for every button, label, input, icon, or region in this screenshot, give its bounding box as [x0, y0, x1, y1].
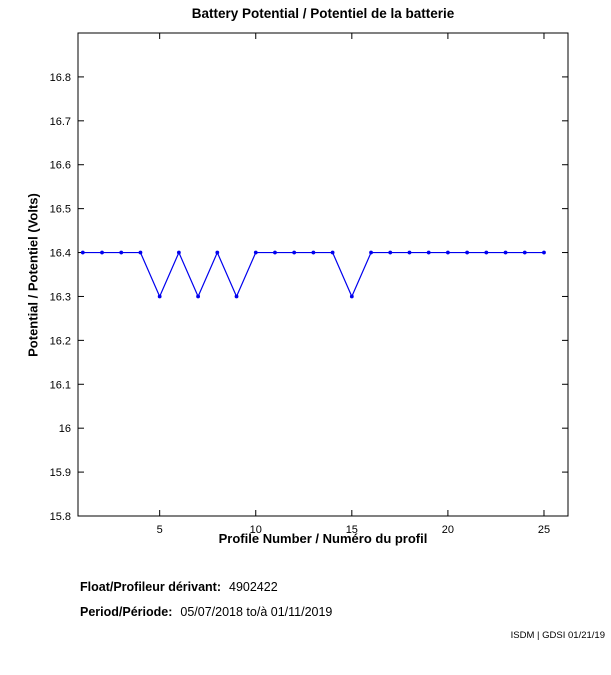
data-point [80, 250, 85, 255]
credit-stamp: ISDM | GDSI 01/21/19 [510, 630, 605, 641]
float-info-line: Float/Profileur dérivant: 4902422 [80, 580, 278, 594]
x-tick-label: 5 [157, 524, 163, 536]
period-label: Period/Période: [80, 605, 173, 619]
y-tick-label: 16.6 [50, 160, 71, 172]
data-point [446, 250, 450, 255]
float-label: Float/Profileur dérivant: [80, 580, 221, 594]
data-point [426, 250, 431, 255]
y-tick-label: 16 [59, 423, 71, 435]
data-point [465, 250, 470, 255]
data-point [138, 250, 143, 255]
data-point [369, 250, 373, 255]
data-point [349, 294, 354, 299]
data-point [119, 250, 124, 255]
data-point [542, 250, 546, 255]
plot-svg: 5 10 15 20 25 15.8 15.9 16 16.1 16.2 16.3 16.4 16.5 1… [50, 32, 569, 536]
chart-title: Battery Potential / Potentiel de la batt… [191, 6, 455, 21]
x-tick-label: 15 [346, 524, 358, 536]
y-tick-label: 16.5 [50, 204, 71, 216]
data-point [176, 250, 181, 255]
data-point [157, 294, 162, 299]
y-tick-label: 16.1 [50, 379, 71, 391]
x-tick-label: 25 [538, 524, 550, 536]
y-axis-label: Potential / Potentiel (Volts) [25, 193, 41, 357]
y-tick-label: 15.9 [50, 467, 71, 479]
data-point [503, 250, 508, 255]
y-tick-label: 16.8 [50, 72, 71, 84]
plot-line [82, 251, 544, 298]
data-point [196, 294, 201, 299]
data-point [234, 294, 239, 299]
data-point [330, 250, 335, 255]
period-info-line: Period/Période: 05/07/2018 to/à 01/11/201… [80, 605, 332, 619]
x-axis-label: Profile Number / Numéro du profil [218, 531, 428, 546]
data-point [407, 250, 412, 255]
y-tick-label: 16.3 [50, 291, 71, 303]
float-value: 4902422 [229, 580, 278, 594]
data-point [388, 250, 393, 255]
data-point [215, 250, 220, 255]
period-value: 05/07/2018 to/à 01/11/2019 [180, 605, 333, 619]
x-tick-label: 10 [250, 524, 262, 536]
y-tick-label: 16.4 [50, 248, 71, 260]
data-point [100, 250, 104, 255]
data-point [522, 250, 527, 255]
data-point [311, 250, 316, 255]
y-tick-label: 16.2 [50, 335, 71, 347]
data-point [292, 250, 297, 255]
x-tick-label: 20 [442, 524, 454, 536]
data-point [253, 250, 258, 255]
axes-box [77, 32, 569, 517]
data-point [273, 250, 277, 255]
y-tick-label: 16.7 [50, 116, 71, 128]
data-point [484, 250, 489, 255]
y-tick-label: 15.8 [50, 511, 71, 523]
